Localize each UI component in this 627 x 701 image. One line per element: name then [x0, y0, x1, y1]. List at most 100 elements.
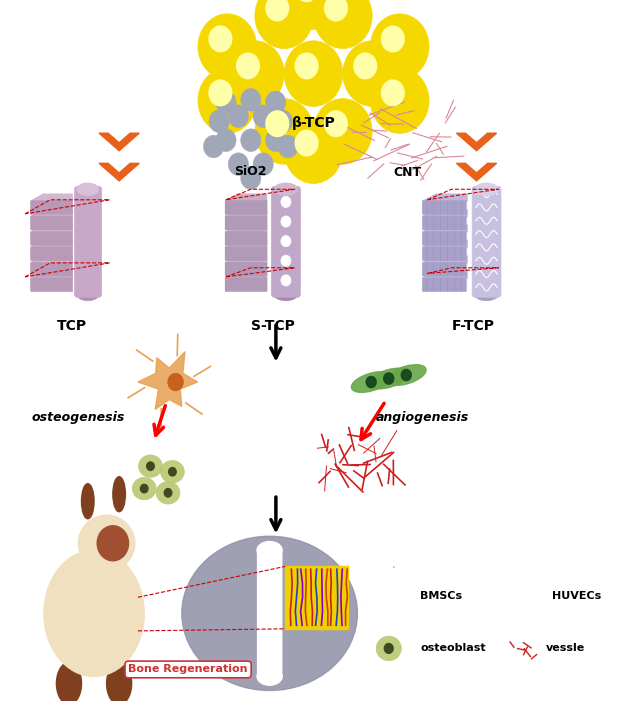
Circle shape — [384, 644, 393, 653]
Polygon shape — [456, 133, 497, 151]
Ellipse shape — [508, 587, 532, 600]
Circle shape — [281, 196, 291, 207]
Polygon shape — [226, 225, 266, 232]
Circle shape — [168, 374, 183, 390]
Polygon shape — [423, 194, 467, 201]
Ellipse shape — [156, 482, 180, 504]
Polygon shape — [226, 194, 238, 214]
Circle shape — [384, 373, 394, 384]
Circle shape — [284, 41, 343, 107]
Ellipse shape — [257, 541, 282, 559]
Circle shape — [284, 0, 343, 29]
Ellipse shape — [274, 183, 298, 196]
Polygon shape — [31, 210, 44, 229]
Text: osteoblast: osteoblast — [420, 644, 486, 653]
Ellipse shape — [76, 183, 99, 196]
Circle shape — [314, 0, 372, 48]
Ellipse shape — [107, 662, 132, 701]
Circle shape — [324, 0, 348, 22]
Text: Bone Regeneration: Bone Regeneration — [129, 665, 248, 674]
Circle shape — [284, 118, 343, 184]
Circle shape — [209, 110, 229, 132]
Circle shape — [281, 236, 291, 247]
Text: β-TCP: β-TCP — [292, 116, 335, 130]
Circle shape — [272, 110, 293, 132]
FancyBboxPatch shape — [364, 568, 614, 680]
Circle shape — [255, 99, 314, 164]
Polygon shape — [423, 210, 467, 217]
Ellipse shape — [498, 590, 522, 602]
FancyBboxPatch shape — [225, 231, 267, 245]
Circle shape — [401, 369, 411, 381]
FancyBboxPatch shape — [423, 216, 466, 230]
FancyBboxPatch shape — [423, 200, 466, 215]
Ellipse shape — [376, 637, 401, 660]
Polygon shape — [370, 578, 406, 612]
Circle shape — [295, 130, 319, 156]
Polygon shape — [226, 210, 238, 229]
FancyBboxPatch shape — [225, 200, 267, 215]
Circle shape — [528, 588, 534, 595]
Circle shape — [371, 14, 429, 79]
Polygon shape — [31, 210, 72, 217]
Polygon shape — [423, 194, 437, 214]
Polygon shape — [226, 256, 266, 263]
Ellipse shape — [369, 368, 409, 389]
Polygon shape — [31, 271, 44, 291]
Ellipse shape — [78, 515, 135, 571]
Polygon shape — [423, 240, 467, 247]
Text: HUVECs: HUVECs — [552, 591, 601, 601]
FancyBboxPatch shape — [31, 200, 73, 215]
Circle shape — [371, 68, 429, 133]
Circle shape — [198, 68, 256, 133]
FancyBboxPatch shape — [472, 186, 501, 297]
FancyBboxPatch shape — [271, 186, 300, 297]
Circle shape — [343, 41, 401, 107]
Ellipse shape — [97, 526, 129, 561]
Text: BMSCs: BMSCs — [420, 591, 462, 601]
Circle shape — [281, 216, 291, 227]
FancyBboxPatch shape — [423, 262, 466, 276]
Circle shape — [507, 592, 513, 599]
Circle shape — [198, 14, 256, 79]
Polygon shape — [226, 210, 266, 217]
Text: CNT: CNT — [394, 166, 421, 179]
Circle shape — [216, 91, 236, 114]
Circle shape — [265, 91, 286, 114]
FancyBboxPatch shape — [225, 247, 267, 261]
Ellipse shape — [475, 183, 498, 196]
Polygon shape — [99, 133, 139, 151]
Polygon shape — [423, 225, 437, 245]
FancyBboxPatch shape — [75, 186, 102, 297]
Polygon shape — [226, 194, 266, 201]
Polygon shape — [226, 225, 238, 245]
Polygon shape — [293, 163, 334, 181]
Polygon shape — [456, 163, 497, 181]
Polygon shape — [31, 256, 72, 263]
Circle shape — [265, 129, 286, 151]
Text: TCP: TCP — [57, 319, 87, 333]
Polygon shape — [293, 133, 334, 151]
Circle shape — [203, 135, 224, 158]
Polygon shape — [423, 240, 437, 260]
Polygon shape — [226, 240, 238, 260]
Ellipse shape — [56, 662, 82, 701]
Text: SiO2: SiO2 — [234, 165, 267, 178]
Circle shape — [265, 0, 289, 22]
Polygon shape — [31, 240, 44, 260]
Polygon shape — [226, 256, 238, 275]
Circle shape — [216, 129, 236, 151]
Ellipse shape — [351, 372, 391, 393]
Polygon shape — [423, 271, 437, 291]
Circle shape — [253, 105, 273, 128]
Ellipse shape — [76, 288, 99, 301]
Circle shape — [253, 153, 273, 175]
Ellipse shape — [44, 550, 144, 676]
Ellipse shape — [519, 585, 543, 598]
Circle shape — [164, 489, 172, 497]
Polygon shape — [31, 240, 72, 247]
Circle shape — [381, 25, 405, 53]
Polygon shape — [31, 256, 44, 275]
Ellipse shape — [475, 288, 498, 301]
Circle shape — [353, 53, 377, 79]
